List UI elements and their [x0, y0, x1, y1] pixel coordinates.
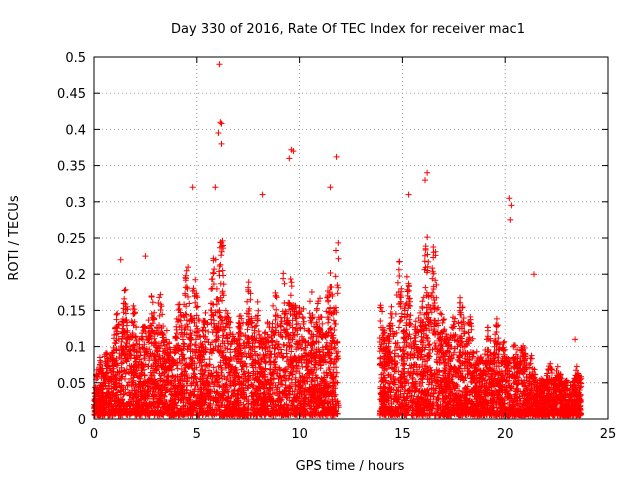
x-tick-label: 15 [394, 427, 411, 442]
x-tick-label: 5 [193, 427, 201, 442]
y-tick-label: 0.05 [57, 377, 86, 392]
x-tick-label: 10 [291, 427, 308, 442]
y-tick-label: 0.3 [65, 196, 86, 211]
scatter-markers [91, 61, 585, 419]
y-axis-tick-labels: 0 0.05 0.1 0.15 0.2 0.25 0.3 0.35 0.4 0.45 0.5 [57, 51, 86, 428]
axis-ticks [93, 56, 609, 420]
y-tick-label: 0.1 [65, 341, 86, 356]
y-tick-label: 0 [78, 413, 86, 428]
data-points [91, 61, 585, 419]
y-tick-label: 0.45 [57, 87, 86, 102]
x-tick-label: 0 [90, 427, 98, 442]
x-tick-label: 20 [497, 427, 514, 442]
y-tick-label: 0.15 [57, 304, 86, 319]
x-axis-tick-labels: 0 5 10 15 20 25 [90, 427, 616, 442]
y-axis-label: ROTI / TECUs [7, 195, 22, 280]
y-tick-label: 0.5 [65, 51, 86, 66]
y-tick-label: 0.4 [65, 123, 86, 138]
y-tick-label: 0.35 [57, 160, 86, 175]
y-tick-label: 0.25 [57, 232, 86, 247]
y-tick-label: 0.2 [65, 268, 86, 283]
chart-title: Day 330 of 2016, Rate Of TEC Index for r… [171, 22, 525, 37]
x-axis-label: GPS time / hours [296, 459, 405, 474]
x-tick-label: 25 [600, 427, 617, 442]
